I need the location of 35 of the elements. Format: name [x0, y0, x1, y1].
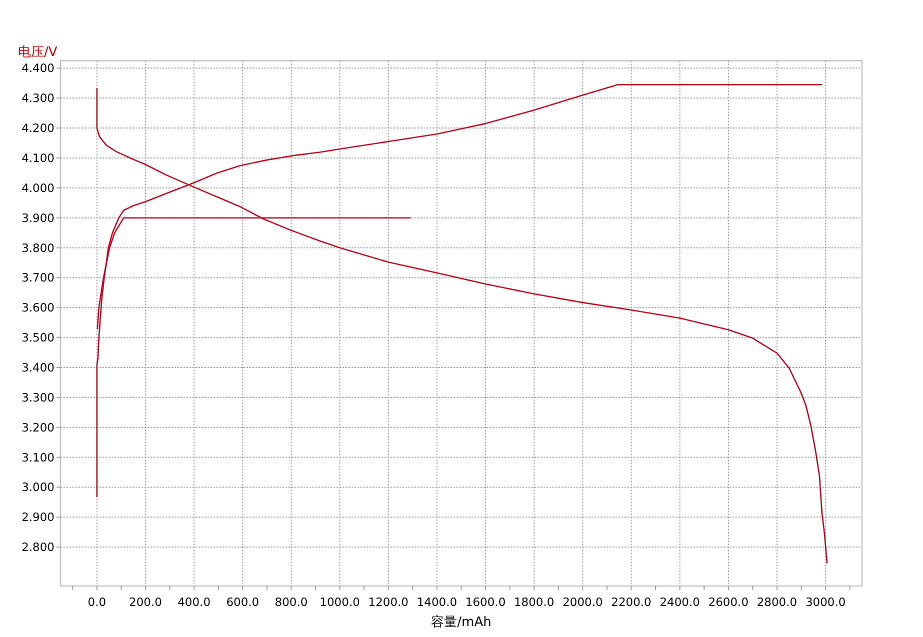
x-tick-label: 2800.0 [756, 595, 798, 609]
y-tick-label: 4.100 [22, 150, 54, 165]
y-tick-label: 3.100 [22, 450, 54, 464]
x-tick-label: 1200.0 [368, 595, 409, 609]
y-tick-label: 3.300 [22, 390, 54, 404]
y-tick-label: 3.000 [22, 480, 54, 494]
y-axis-title: 电压/V [18, 45, 58, 60]
y-tick-label: 3.400 [22, 360, 54, 374]
x-tick-label: 200.0 [129, 595, 162, 609]
y-tick-label: 4.000 [22, 180, 54, 195]
x-tick-label: 2400.0 [660, 595, 700, 609]
x-tick-label: 2000.0 [562, 595, 603, 609]
x-axis-title: 容量/mAh [431, 614, 492, 630]
y-tick-label: 4.200 [22, 121, 54, 136]
y-tick-label: 3.500 [22, 330, 54, 345]
x-tick-label: 2200.0 [611, 595, 652, 609]
x-tick-label: 1400.0 [416, 595, 458, 609]
x-tick-label: 1000.0 [320, 595, 360, 609]
y-tick-label: 4.300 [22, 91, 54, 106]
y-tick-label: 3.700 [22, 270, 54, 285]
y-tick-label: 2.900 [22, 510, 54, 524]
y-tick-label: 3.800 [22, 240, 54, 255]
x-tick-label: 600.0 [226, 595, 260, 609]
x-tick-label: 800.0 [274, 595, 308, 609]
x-tick-label: 0.0 [88, 595, 106, 609]
y-tick-label: 3.900 [22, 210, 54, 225]
y-tick-label: 4.400 [22, 61, 54, 76]
y-tick-label: 3.600 [22, 300, 54, 315]
x-tick-label: 400.0 [178, 595, 211, 609]
x-tick-label: 2600.0 [708, 595, 749, 609]
y-tick-label: 2.800 [22, 540, 54, 554]
x-tick-label: 3000.0 [805, 595, 846, 609]
x-tick-label: 1600.0 [465, 595, 506, 609]
y-tick-label: 3.200 [22, 420, 54, 434]
x-tick-label: 1800.0 [514, 595, 554, 609]
